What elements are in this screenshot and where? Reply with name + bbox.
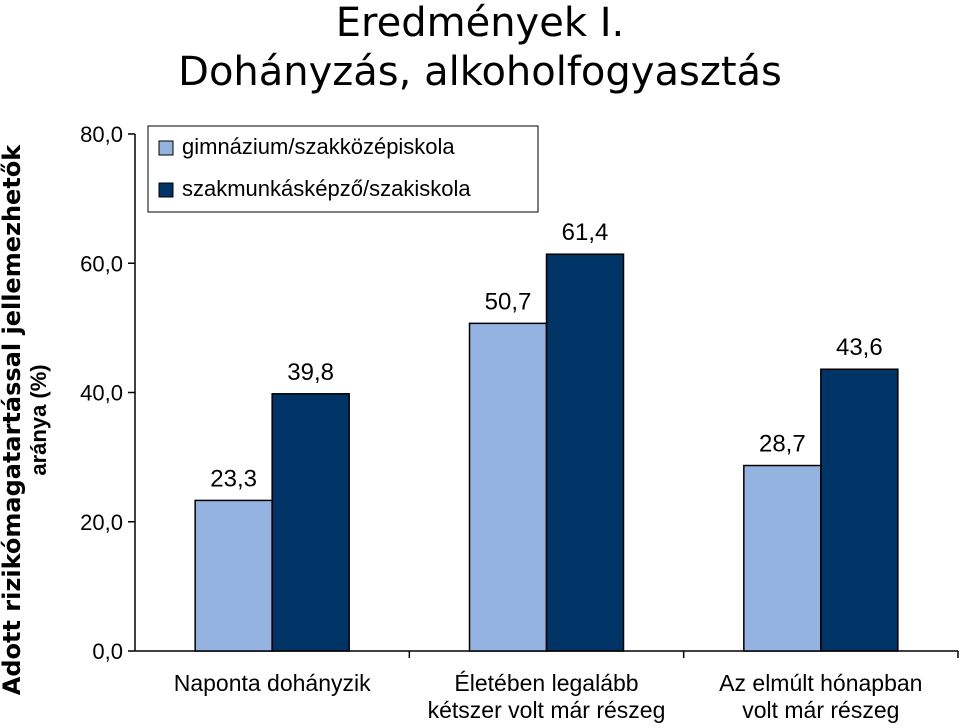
x-tick-label: Az elmúlt hónapban — [719, 670, 922, 696]
data-label: 28,7 — [759, 431, 806, 458]
legend-label: gimnázium/szakközépiskola — [182, 134, 455, 159]
y-axis-label: Adott rizikómagatartással jellemezhetők … — [0, 144, 51, 696]
data-label: 39,8 — [287, 359, 334, 386]
legend: gimnázium/szakközépiskola szakmunkásképző… — [147, 125, 539, 213]
legend-swatch — [158, 182, 174, 198]
chart-title-line1: Eredmények I. — [335, 0, 625, 46]
data-label: 43,6 — [836, 334, 883, 361]
y-tick-label: 0,0 — [92, 639, 123, 664]
data-label: 61,4 — [562, 219, 609, 246]
bar — [545, 253, 625, 652]
bars: 23,3 50,7 28,7 39,8 61,4 43,6 — [194, 219, 899, 652]
legend-box — [147, 125, 539, 213]
data-label: 50,7 — [485, 288, 532, 315]
x-tick-label: Életében legalább — [454, 670, 638, 696]
x-tick-label: kétszer volt már részeg — [428, 697, 666, 723]
bar — [743, 464, 822, 652]
y-axis-label-line2: aránya (%) — [26, 364, 51, 475]
data-label: 23,3 — [210, 465, 257, 492]
y-tick-label: 20,0 — [80, 510, 123, 535]
bar — [820, 368, 899, 652]
y-tick-label: 80,0 — [80, 122, 123, 147]
chart-title-line2: Dohányzás, alkoholfogyasztás — [178, 49, 782, 95]
bar — [271, 393, 350, 652]
y-axis-label-line1: Adott rizikómagatartással jellemezhetők — [0, 144, 26, 696]
bar — [194, 499, 273, 652]
x-tick-label: Naponta dohányzik — [174, 670, 371, 696]
bar — [468, 322, 548, 652]
x-tick-label: volt már részeg — [742, 697, 899, 723]
legend-label: szakmunkásképző/szakiskola — [182, 176, 471, 201]
axes: 0,0 20,0 40,0 60,0 80,0 Naponta dohányzik Élet… — [80, 122, 959, 723]
legend-swatch — [158, 140, 174, 156]
y-tick-label: 40,0 — [80, 381, 123, 406]
y-tick-label: 60,0 — [80, 251, 123, 276]
